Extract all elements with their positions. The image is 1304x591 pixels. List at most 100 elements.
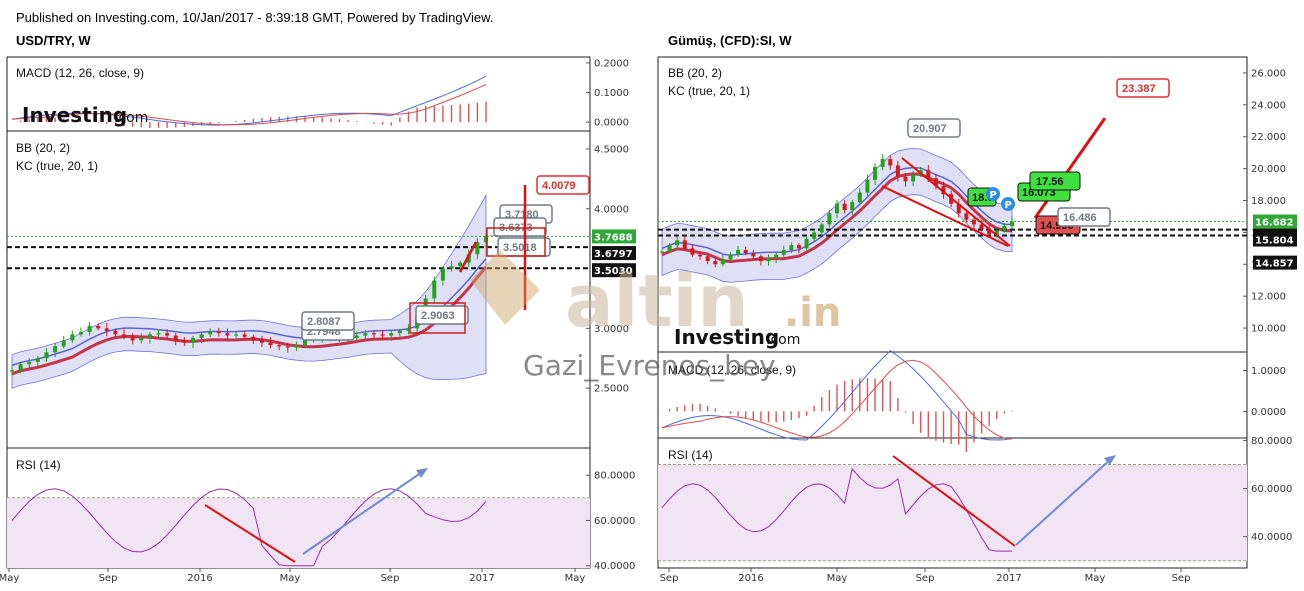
investing-logo-left: Investing: [22, 103, 127, 127]
silver-rsi-legend: RSI (14): [668, 448, 713, 462]
silver-candle: [713, 261, 718, 265]
usdtry-callout-label: 3.5018: [503, 242, 537, 254]
usdtry-candle: [440, 268, 445, 281]
silver-candle: [819, 224, 824, 233]
silver-chart-title: Gümüş, (CFD):SI, W: [668, 33, 792, 48]
usdtry-candle: [406, 328, 411, 331]
silver-candle: [979, 224, 984, 230]
usdtry-candle: [10, 370, 14, 372]
silver-candle: [804, 238, 809, 249]
usdtry-kc-legend: KC (true, 20, 1): [16, 159, 98, 173]
silver-rsi-trendline: [892, 455, 1016, 547]
silver-level-tag-label: 15.804: [1255, 236, 1294, 247]
usdtry-candle: [268, 342, 273, 346]
silver-price-axis-tick-label: 10.000: [1251, 324, 1286, 335]
silver-marker-icon: [986, 187, 1000, 201]
silver-macd-legend: MACD (12, 26, close, 9): [668, 363, 796, 377]
usdtry-x-tick-label: 2016: [187, 573, 212, 584]
silver-channel-line: [881, 185, 1009, 247]
usdtry-candle: [27, 361, 32, 365]
usdtry-bollinger-band: [11, 193, 487, 389]
altin-watermark: altin: [565, 259, 749, 343]
silver-candle: [865, 179, 870, 193]
silver-marker-letter: P: [1005, 200, 1012, 211]
usdtry-candle: [156, 333, 161, 335]
usdtry-price-axis-tick-label: 2.5000: [594, 384, 629, 395]
usdtry-candle: [139, 337, 144, 341]
silver-candle: [751, 253, 756, 257]
silver-rsi-line: [661, 467, 1012, 552]
silver-candle: [758, 256, 763, 262]
usdtry-candle: [78, 331, 83, 335]
silver-rsi-axis-tick-label: 80.0000: [1251, 436, 1292, 447]
silver-callout-label: 16.486: [1063, 212, 1097, 224]
usdtry-candle: [87, 325, 92, 332]
silver-macd-axis-tick-label: 0.0000: [1251, 407, 1286, 418]
silver-candle: [675, 240, 680, 246]
silver-last-price-tag-label: 16.682: [1255, 218, 1294, 229]
usdtry-macd-axis-tick-label: 0.2000: [594, 58, 629, 69]
silver-x-tick-label: May: [827, 573, 848, 584]
usdtry-candle: [475, 242, 480, 255]
author-watermark: Gazi_Evrenos_bey: [523, 349, 776, 382]
usdtry-price-axis-tick-label: 3.0000: [594, 324, 629, 335]
silver-level-tag-label: 14.857: [1255, 259, 1294, 270]
silver-rsi-band: [658, 464, 1247, 561]
usdtry-level-tag: [592, 263, 636, 278]
silver-price-axis-tick-label: 20.000: [1251, 164, 1286, 175]
usdtry-last-price-tag: [592, 229, 636, 244]
usdtry-candle: [294, 345, 299, 348]
silver-candle: [728, 254, 733, 260]
usdtry-level-tag-label: 3.6797: [594, 249, 633, 260]
usdtry-candle: [53, 346, 58, 353]
silver-candle: [857, 192, 862, 203]
silver-candle: [956, 203, 961, 214]
usdtry-candle: [303, 340, 308, 346]
silver-x-tick-label: Sep: [916, 573, 935, 584]
usdtry-candle: [216, 331, 221, 334]
silver-price-axis-tick-label: 26.000: [1251, 68, 1286, 79]
investing-logo-right: Investing: [674, 325, 779, 349]
usdtry-candle: [208, 331, 213, 335]
silver-x-tick-label: Sep: [660, 573, 679, 584]
investing-logo-left-suffix: .com: [114, 110, 148, 126]
usdtry-macd-axis-tick-label: 0.1000: [594, 88, 629, 99]
silver-candle: [667, 245, 672, 252]
usdtry-rsi-trendline: [204, 504, 296, 563]
usdtry-candle: [199, 334, 204, 338]
silver-bollinger-midline: [661, 166, 1013, 257]
usdtry-candle: [35, 358, 40, 362]
silver-candle: [736, 249, 741, 255]
usdtry-candle: [484, 236, 488, 243]
usdtry-callout-label: 2.9063: [421, 310, 455, 322]
usdtry-rsi-arrow-head: [416, 468, 428, 478]
usdtry-candle: [165, 333, 170, 336]
usdtry-rsi-axis-tick-label: 60.0000: [594, 516, 635, 527]
usdtry-callout-box: [301, 311, 355, 331]
usdtry-candle: [363, 333, 368, 336]
usdtry-x-tick-label: Sep: [99, 573, 118, 584]
silver-candle: [933, 178, 938, 187]
usdtry-macd-axis-tick-label: 0.0000: [594, 118, 629, 129]
usdtry-candle: [285, 346, 290, 348]
silver-candle: [987, 229, 992, 234]
silver-rsi-arrow-head: [1104, 455, 1116, 465]
usdtry-chart-title: USD/TRY, W: [16, 33, 91, 48]
usdtry-x-tick-label: May: [0, 573, 19, 584]
usdtry-x-tick-label: Sep: [381, 573, 400, 584]
usdtry-candle: [190, 337, 195, 343]
usdtry-candle: [147, 334, 152, 338]
silver-channel-line: [901, 157, 1011, 247]
usdtry-candle: [389, 333, 394, 336]
usdtry-last-price-tag-label: 3.7688: [594, 232, 633, 243]
usdtry-target-callout-label: 4.0079: [542, 180, 576, 192]
silver-target-callout-box: [1116, 78, 1170, 98]
usdtry-candle: [449, 266, 454, 269]
usdtry-rsi-axis-tick-label: 80.0000: [594, 471, 635, 482]
silver-target-line: [1033, 117, 1107, 219]
usdtry-callout-box: [415, 305, 469, 325]
silver-candle: [766, 257, 771, 262]
silver-candle: [835, 203, 839, 214]
usdtry-signal-line: [11, 83, 487, 126]
